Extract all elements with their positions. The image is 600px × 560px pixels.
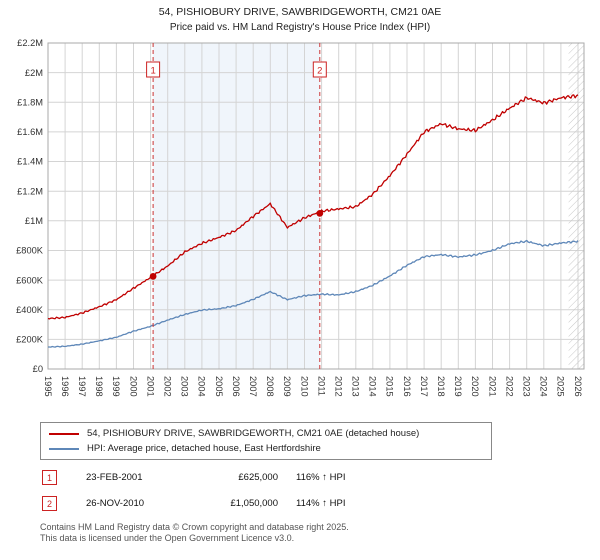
svg-text:2018: 2018 [436,376,446,397]
svg-text:2010: 2010 [299,376,309,397]
chart-legend: 54, PISHIOBURY DRIVE, SAWBRIDGEWORTH, CM… [40,422,492,460]
svg-text:2005: 2005 [214,376,224,397]
sale-1-date: 23-FEB-2001 [86,472,143,483]
svg-text:1996: 1996 [60,376,70,397]
svg-text:2000: 2000 [128,376,138,397]
svg-text:2013: 2013 [351,376,361,397]
svg-text:£1.2M: £1.2M [17,186,43,196]
svg-text:1999: 1999 [111,376,121,397]
legend-item-hpi: HPI: Average price, detached house, East… [47,441,485,456]
property-line-swatch [49,432,79,435]
svg-text:2: 2 [317,66,322,77]
footer-line-1: Contains HM Land Registry data © Crown c… [40,522,349,532]
svg-text:2003: 2003 [180,376,190,397]
svg-text:2022: 2022 [504,376,514,397]
svg-text:2019: 2019 [453,376,463,397]
sale-2-date: 26-NOV-2010 [86,498,145,509]
footer-line-2: This data is licensed under the Open Gov… [40,533,295,543]
svg-text:2004: 2004 [197,376,207,397]
svg-text:2014: 2014 [368,376,378,397]
svg-text:2009: 2009 [282,376,292,397]
sale-2-hpi: 114% ↑ HPI [296,498,346,509]
chart-subtitle: Price paid vs. HM Land Registry's House … [169,22,431,33]
license-footer: Contains HM Land Registry data © Crown c… [40,522,600,544]
chart-header: 54, PISHIOBURY DRIVE, SAWBRIDGEWORTH, CM… [0,0,600,35]
svg-text:2024: 2024 [539,376,549,397]
svg-text:2001: 2001 [145,376,155,397]
svg-text:£1M: £1M [25,216,43,226]
svg-text:£1.4M: £1.4M [17,157,43,167]
price-history-chart: £0 £200K £400K £600K £800K £1M £1.2M £1.4M £1.6M… [16,38,585,397]
sale-table: 1 23-FEB-2001 £625,000 116% ↑ HPI 2 26-N… [42,470,600,511]
svg-text:2023: 2023 [522,376,532,397]
svg-text:2006: 2006 [231,376,241,397]
svg-text:2007: 2007 [248,376,258,397]
svg-text:2020: 2020 [470,376,480,397]
svg-text:2016: 2016 [402,376,412,397]
svg-text:£1.6M: £1.6M [17,127,43,137]
legend-label-property: 54, PISHIOBURY DRIVE, SAWBRIDGEWORTH, CM… [87,428,420,439]
svg-text:2021: 2021 [487,376,497,397]
svg-text:1: 1 [150,66,155,77]
svg-text:1995: 1995 [43,376,53,397]
sale-row-1: 1 23-FEB-2001 £625,000 116% ↑ HPI [42,470,600,485]
sale-1-hpi: 116% ↑ HPI [296,472,346,483]
svg-text:2012: 2012 [334,376,344,397]
svg-text:2011: 2011 [316,376,326,396]
svg-text:1998: 1998 [94,376,104,397]
svg-text:£400K: £400K [16,305,44,315]
svg-text:2025: 2025 [556,376,566,397]
legend-label-hpi: HPI: Average price, detached house, East… [87,443,321,454]
svg-text:£1.8M: £1.8M [17,98,43,108]
svg-text:2026: 2026 [573,376,583,397]
hpi-line-swatch [49,447,79,450]
sale-1-price: £625,000 [238,472,278,483]
svg-text:2002: 2002 [163,376,173,397]
svg-text:2008: 2008 [265,376,275,397]
svg-text:£600K: £600K [16,275,44,285]
svg-text:£2M: £2M [25,68,43,78]
svg-text:£2.2M: £2.2M [17,38,43,48]
svg-text:1997: 1997 [77,376,87,397]
svg-text:2015: 2015 [385,376,395,397]
svg-text:£0: £0 [33,364,43,374]
sale-2-price: £1,050,000 [230,498,278,509]
chart-title: 54, PISHIOBURY DRIVE, SAWBRIDGEWORTH, CM… [158,6,442,18]
svg-text:£200K: £200K [16,335,44,345]
legend-item-property: 54, PISHIOBURY DRIVE, SAWBRIDGEWORTH, CM… [47,426,485,441]
sale-2-badge: 2 [42,496,57,511]
sale-row-2: 2 26-NOV-2010 £1,050,000 114% ↑ HPI [42,496,600,511]
svg-text:2017: 2017 [419,376,429,397]
sale-1-badge: 1 [42,470,57,485]
svg-text:£800K: £800K [16,246,44,256]
